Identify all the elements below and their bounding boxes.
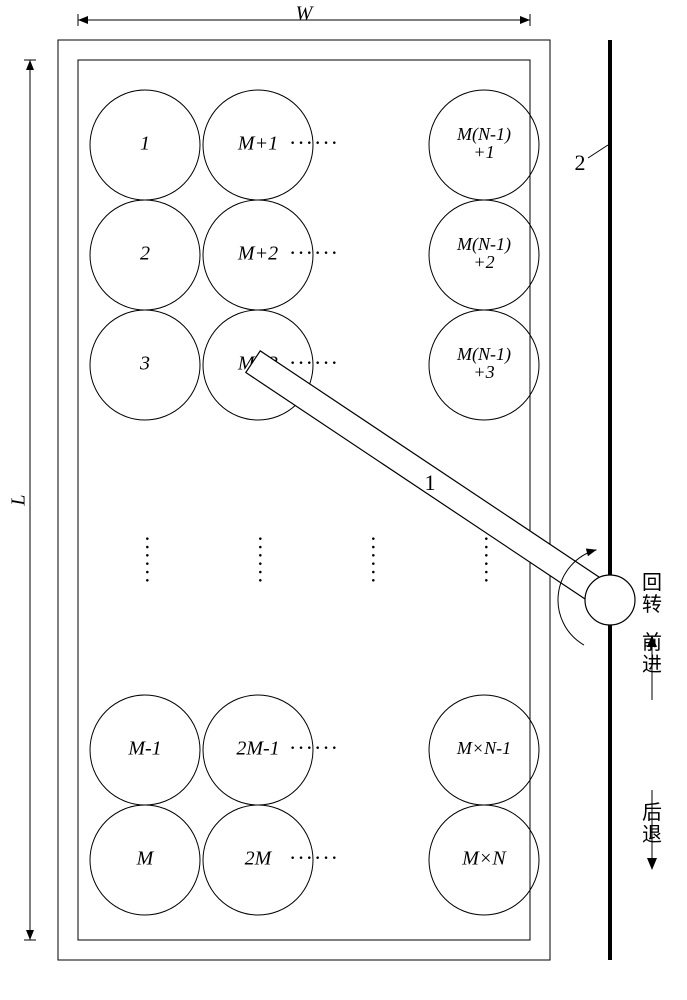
- circle-label: M(N-1)+3: [456, 344, 511, 382]
- ref-2: 2: [575, 150, 586, 175]
- circle-label: M(N-1)+1: [456, 124, 511, 162]
- ellipsis-horiz: ······: [289, 845, 339, 870]
- circle-label: 1: [140, 133, 150, 155]
- circle-label: 3: [139, 353, 150, 375]
- svg-text:回: 回: [642, 572, 662, 594]
- ellipsis-horiz: ······: [289, 350, 339, 375]
- ellipsis-horiz: ······: [289, 240, 339, 265]
- circle-label: 2M-1: [236, 738, 279, 760]
- circle-label: M×N: [461, 848, 507, 870]
- ellipsis-vert: ······: [361, 535, 386, 585]
- svg-text:转: 转: [642, 593, 662, 616]
- arm-pivot: [585, 575, 635, 625]
- ellipsis-vert: ······: [135, 535, 160, 585]
- ellipsis-vert: ······: [474, 535, 499, 585]
- circle-label: M×N-1: [456, 738, 511, 758]
- ellipsis-vert: ······: [248, 535, 273, 585]
- label-rotate: 回转: [642, 572, 662, 616]
- circle-label: 2M: [245, 848, 273, 870]
- circle-label: M: [136, 848, 155, 870]
- diagram-canvas: WL1M+1M(N-1)+12M+2M(N-1)+23M+3M(N-1)+3M-…: [0, 0, 687, 1000]
- dim-w-label: W: [296, 3, 315, 25]
- circle-label: M(N-1)+2: [456, 234, 511, 272]
- ellipsis-horiz: ······: [289, 130, 339, 155]
- circle-label: 2: [140, 243, 150, 265]
- circle-label: M+2: [237, 243, 278, 265]
- ellipsis-horiz: ······: [289, 735, 339, 760]
- dim-l-label: L: [8, 494, 30, 506]
- circle-label: M+1: [237, 133, 278, 155]
- ref-1: 1: [425, 470, 436, 495]
- arrow-backward: [647, 858, 657, 870]
- circle-label: M-1: [127, 738, 161, 760]
